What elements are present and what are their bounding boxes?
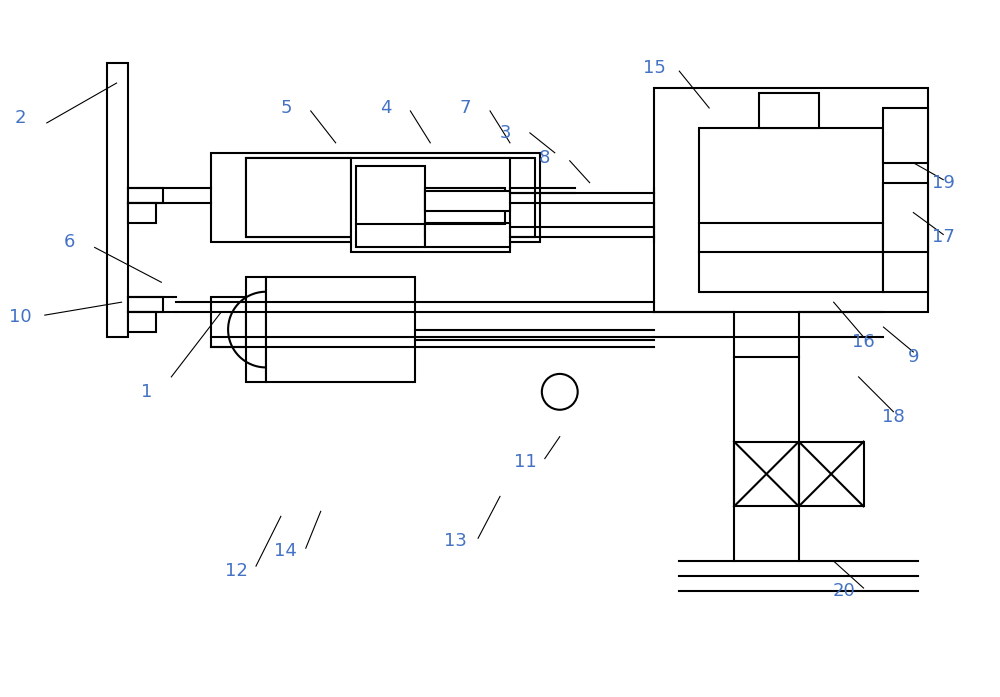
Text: 12: 12 — [225, 562, 247, 580]
Bar — [425, 222, 510, 247]
Bar — [883, 108, 928, 162]
Bar — [211, 297, 246, 347]
Text: 17: 17 — [932, 229, 955, 247]
Text: 5: 5 — [280, 99, 292, 117]
Bar — [246, 158, 351, 238]
Text: 13: 13 — [444, 533, 467, 550]
Bar — [107, 63, 128, 337]
Bar — [425, 191, 510, 210]
Bar — [128, 297, 163, 312]
Text: 6: 6 — [64, 233, 75, 252]
Bar — [128, 187, 163, 203]
Bar — [654, 88, 928, 312]
Text: 8: 8 — [539, 148, 551, 167]
Bar — [128, 312, 156, 332]
Text: 16: 16 — [852, 333, 875, 351]
Text: 18: 18 — [882, 408, 905, 426]
Text: 11: 11 — [514, 452, 536, 470]
Text: 9: 9 — [908, 348, 919, 366]
Bar — [246, 158, 535, 238]
Text: 14: 14 — [274, 542, 297, 560]
Bar — [699, 128, 883, 292]
Bar — [266, 277, 415, 382]
Text: 20: 20 — [832, 582, 855, 600]
Bar — [883, 183, 928, 252]
Bar — [734, 442, 799, 506]
Bar — [883, 222, 928, 292]
Text: 19: 19 — [932, 174, 955, 192]
Text: 7: 7 — [459, 99, 471, 117]
Text: 10: 10 — [9, 308, 31, 326]
Bar — [356, 166, 425, 247]
Text: 1: 1 — [141, 383, 152, 401]
Bar — [351, 158, 510, 252]
Text: 2: 2 — [14, 109, 26, 127]
Text: 4: 4 — [380, 99, 391, 117]
Text: 3: 3 — [499, 124, 511, 142]
Bar — [211, 153, 540, 243]
Text: 15: 15 — [643, 59, 666, 77]
Bar — [128, 203, 156, 222]
Bar — [425, 187, 505, 238]
Bar — [799, 442, 864, 506]
Bar — [759, 93, 819, 128]
Bar — [246, 277, 266, 382]
